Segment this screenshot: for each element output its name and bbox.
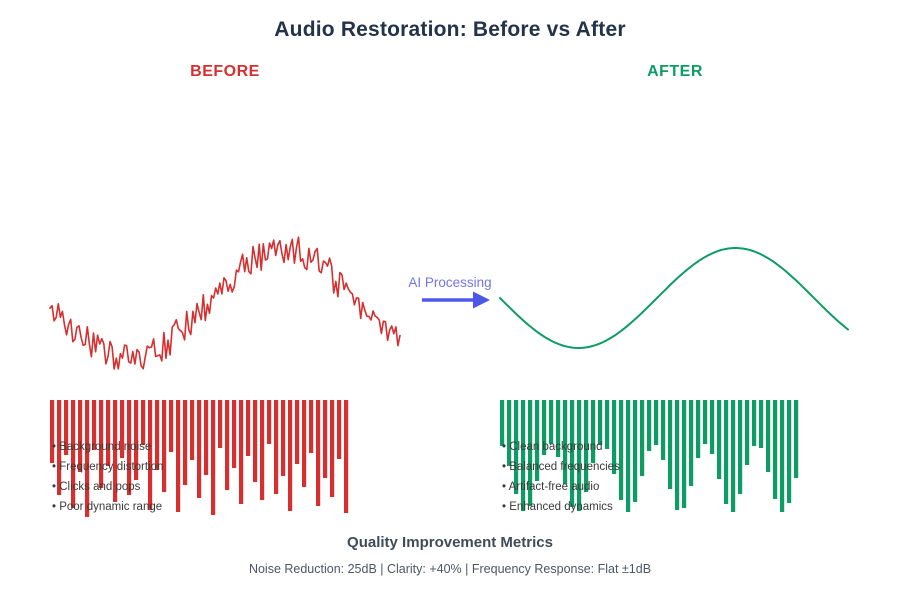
list-item: • Artifact-free audio (502, 481, 600, 493)
before-label: BEFORE (190, 63, 260, 80)
list-item: • Frequency distortion (52, 461, 164, 473)
list-item: • Clicks and pops (52, 481, 141, 493)
page-title: Audio Restoration: Before vs After (274, 18, 626, 41)
list-item: • Background noise (52, 441, 152, 453)
list-item: • Clean background (502, 441, 603, 453)
before-spectrogram-bars (50, 400, 349, 517)
metrics-title: Quality Improvement Metrics (347, 534, 553, 551)
list-item: • Enhanced dynamics (502, 501, 613, 513)
ai-processing-label: AI Processing (408, 275, 492, 290)
after-waveform-line (499, 247, 849, 349)
before-waveform-line (49, 236, 401, 370)
after-label: AFTER (647, 63, 703, 80)
list-item: • Balanced frequencies (502, 461, 620, 473)
after-benefits-list: • Clean background • Balanced frequencie… (502, 437, 802, 517)
metrics-subtitle: Noise Reduction: 25dB | Clarity: +40% | … (248, 562, 652, 576)
after-spectrogram-bars (500, 400, 799, 512)
ai-processing-arrow (422, 291, 490, 309)
before-issues-list: • Background noise • Frequency distortio… (52, 437, 352, 517)
list-item: • Poor dynamic range (52, 501, 163, 513)
